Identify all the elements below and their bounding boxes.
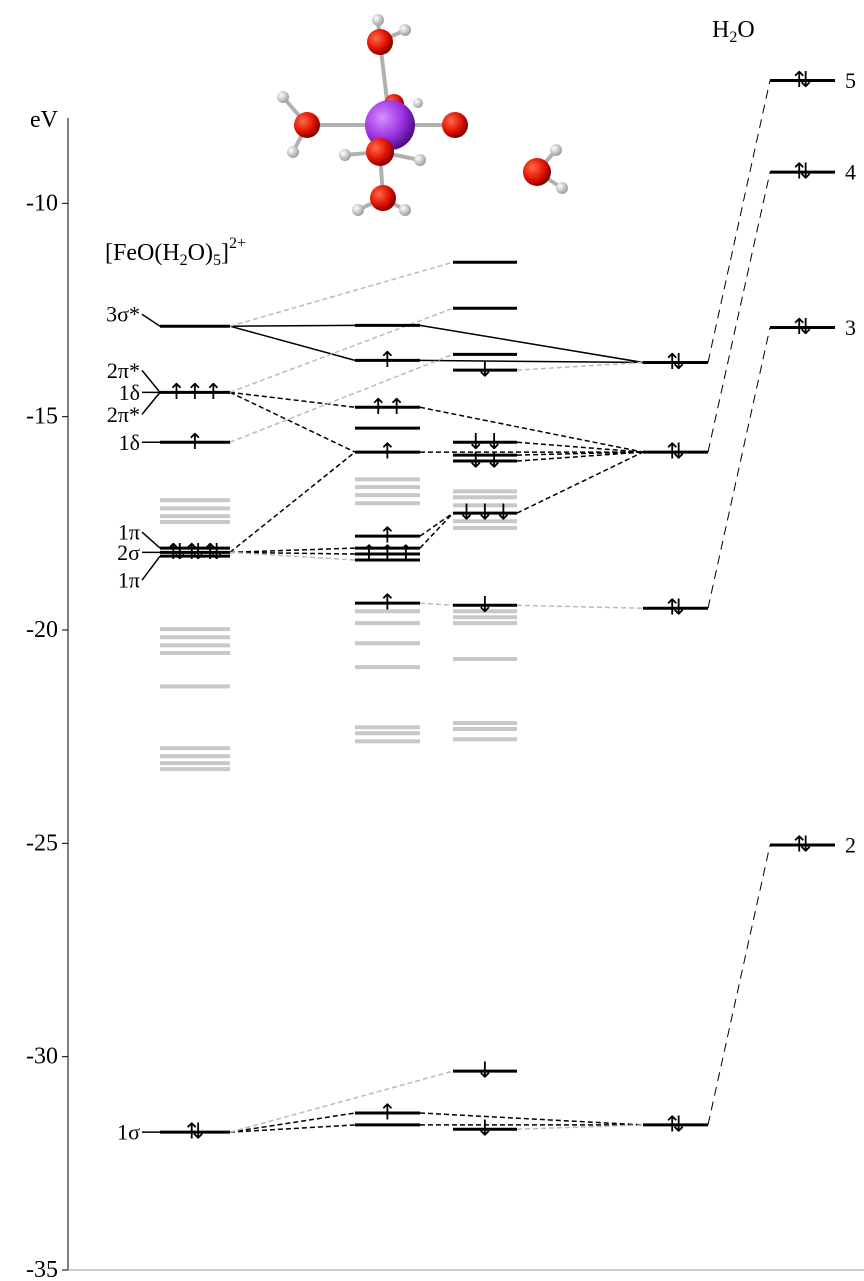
electron-arrows: ⇅ [793, 833, 811, 858]
correlation-line [708, 80, 770, 362]
level-label: 3σ* [106, 302, 140, 327]
correlation-line [517, 362, 643, 370]
complex-label-part: [FeO(H [105, 240, 180, 266]
complex-label: [FeO(H2O)5]2+ [105, 235, 246, 269]
correlation-line [420, 325, 643, 362]
correlation-line [230, 452, 355, 552]
correlation-line [230, 308, 453, 392]
correlation-line [420, 513, 453, 536]
y-tick-label: -35 [26, 1257, 58, 1281]
electron-arrows: ↓ [476, 1059, 494, 1084]
label-leader [142, 532, 160, 548]
electron-arrows: ⇅ [666, 1112, 684, 1137]
electron-arrows: ↑ [186, 430, 204, 455]
y-axis-label: eV [30, 107, 59, 133]
y-tick-label: -30 [26, 1044, 58, 1070]
correlation-line [230, 1071, 453, 1132]
correlation-line [420, 360, 643, 362]
electron-arrows: ↑ [378, 591, 396, 616]
label-leader [142, 556, 160, 580]
electron-arrows: ↑ [378, 1100, 396, 1125]
level-label: 3 [845, 315, 856, 340]
correlation-line [230, 325, 355, 326]
correlation-line [230, 326, 355, 360]
correlation-line [420, 513, 453, 548]
electron-arrows: ↑↑↑ [167, 380, 222, 405]
level-label: 1σ [117, 1120, 140, 1145]
diagram: eV [FeO(H2O)5]2+ H2O -35-30-25-20-15-103… [0, 0, 864, 1281]
correlation-line [517, 605, 643, 608]
correlation-line [708, 327, 770, 608]
correlation-line [230, 548, 355, 552]
water-label-part: 2 [729, 29, 737, 46]
correlation-line [230, 262, 453, 326]
electron-arrows: ↑↑ [369, 395, 406, 420]
complex-label-part: 2 [180, 252, 188, 269]
electron-arrows: ↑ [378, 348, 396, 373]
correlation-line [708, 172, 770, 452]
electron-arrows: ⇅⇅⇅ [167, 540, 222, 565]
electron-arrows: ↓ [476, 358, 494, 383]
y-tick-label: -15 [26, 404, 58, 430]
water-label-part: O [737, 17, 754, 43]
level-label: 2σ [117, 540, 140, 565]
complex-label-part: 5 [213, 252, 221, 269]
correlation-line [230, 1113, 355, 1132]
correlation-line [517, 442, 643, 452]
electron-arrows: ⇅ [666, 596, 684, 621]
complex-label-part: 2+ [229, 235, 246, 252]
correlation-line [420, 603, 453, 605]
electron-arrows: ↓↓ [467, 449, 504, 474]
complex-label-part: ] [221, 240, 229, 266]
y-tick-label: -20 [26, 617, 58, 643]
level-label: 5 [845, 68, 856, 93]
electron-arrows: ⇅ [793, 68, 811, 93]
level-label: 1δ [119, 430, 140, 455]
label-leader [142, 392, 160, 414]
correlation-line [420, 407, 643, 452]
level-label: 2 [845, 833, 856, 858]
level-label: 4 [845, 160, 856, 185]
label-leader [142, 370, 160, 392]
y-tick-label: -25 [26, 830, 58, 856]
correlation-line [517, 452, 643, 513]
electron-arrows: ↓ [476, 593, 494, 618]
electron-arrows: ↑ [378, 440, 396, 465]
water-label: H2O [712, 17, 755, 46]
correlation-line [420, 1113, 643, 1125]
y-tick-label: -10 [26, 190, 58, 216]
correlation-line [708, 845, 770, 1125]
electron-arrows: ⇅ [666, 440, 684, 465]
electron-arrows: ⇅ [793, 160, 811, 185]
molecule-picture [277, 14, 568, 216]
electron-arrows: ⇅ [186, 1120, 204, 1145]
electron-arrows: ↓↓↓ [457, 501, 512, 526]
electron-arrows: ⇅ [666, 350, 684, 375]
level-label: 2π* [107, 402, 140, 427]
electron-arrows: ↓ [476, 1117, 494, 1142]
correlation-line [517, 452, 643, 461]
correlation-line [230, 392, 355, 452]
water-label-part: H [712, 17, 729, 43]
complex-label-part: O) [188, 240, 213, 266]
electron-arrows: ⇅ [793, 315, 811, 340]
level-label: 1π [118, 568, 140, 593]
electron-arrows: ↑↑↑ [360, 542, 415, 567]
label-leader [142, 314, 160, 326]
